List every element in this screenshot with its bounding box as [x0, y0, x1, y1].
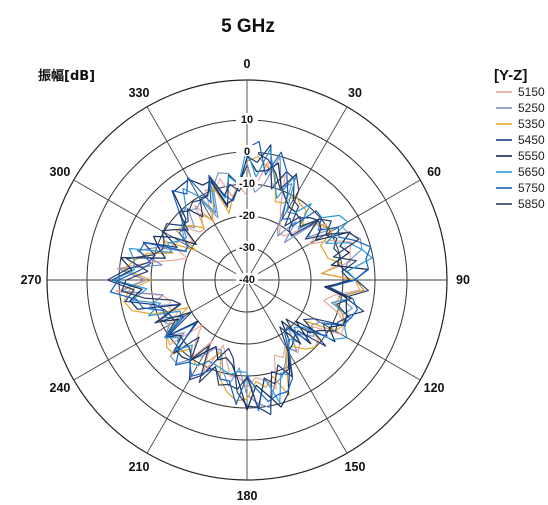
angle-tick-label: 210	[129, 460, 150, 474]
radial-unit-label: 振幅[dB]	[38, 68, 95, 84]
series-line-5650	[112, 146, 373, 412]
radial-label-bg	[236, 209, 258, 220]
grid-spoke	[146, 279, 248, 454]
legend-title: [Y-Z]	[494, 67, 527, 84]
radial-tick-label: -30	[239, 242, 255, 254]
angle-tick-label: 0	[244, 57, 251, 71]
angle-tick-label: 150	[345, 460, 366, 474]
legend-entry-5450: 5450	[518, 133, 545, 147]
grid-spoke	[246, 179, 421, 281]
grid-spoke	[246, 279, 348, 454]
legend-entry-5350: 5350	[518, 117, 545, 131]
radial-label-bg	[236, 177, 258, 188]
legend: [Y-Z] 5150 5250 5350 5450 5550 5650 5750 5850	[494, 67, 545, 211]
grid-spoke	[73, 179, 248, 281]
angle-tick-label: 240	[50, 381, 71, 395]
radial-label-bg	[236, 241, 258, 252]
angle-tick-label: 120	[424, 381, 445, 395]
legend-entry-5850: 5850	[518, 197, 545, 211]
angle-tick-label: 90	[456, 273, 470, 287]
grid-spoke	[73, 279, 248, 381]
radial-label-bg	[236, 145, 258, 156]
series-line-5750	[109, 140, 372, 405]
radial-label-bg	[236, 273, 258, 284]
series-line-5850	[121, 149, 360, 410]
grid-spoke	[146, 106, 248, 281]
series-line-5450	[106, 144, 369, 416]
tick-labels: 0 30 60 90 120 150 180 210 240 270 300 330 10 0 -10 -20…	[21, 57, 470, 503]
radial-label-bg	[236, 113, 258, 124]
angle-tick-label: 60	[427, 165, 441, 179]
radial-tick-label: -40	[239, 274, 255, 286]
series-line-5350	[123, 155, 366, 402]
series-line-5550	[111, 154, 369, 411]
legend-entry-5150: 5150	[518, 85, 545, 99]
series-layer	[106, 140, 373, 416]
chart-title: 5 GHz	[221, 16, 275, 37]
angle-tick-label: 300	[50, 165, 71, 179]
legend-entry-5650: 5650	[518, 165, 545, 179]
legend-entry-5750: 5750	[518, 181, 545, 195]
series-line-5250	[118, 155, 365, 408]
radial-tick-label: 10	[241, 114, 253, 126]
angle-tick-label: 270	[21, 273, 42, 287]
angle-tick-label: 30	[348, 86, 362, 100]
radial-tick-label: -10	[239, 178, 255, 190]
radial-tick-label: -20	[239, 210, 255, 222]
legend-entry-5250: 5250	[518, 101, 545, 115]
angle-tick-label: 180	[237, 489, 258, 503]
radial-tick-label: 0	[244, 146, 250, 158]
legend-entry-5550: 5550	[518, 149, 545, 163]
angle-tick-label: 330	[129, 86, 150, 100]
